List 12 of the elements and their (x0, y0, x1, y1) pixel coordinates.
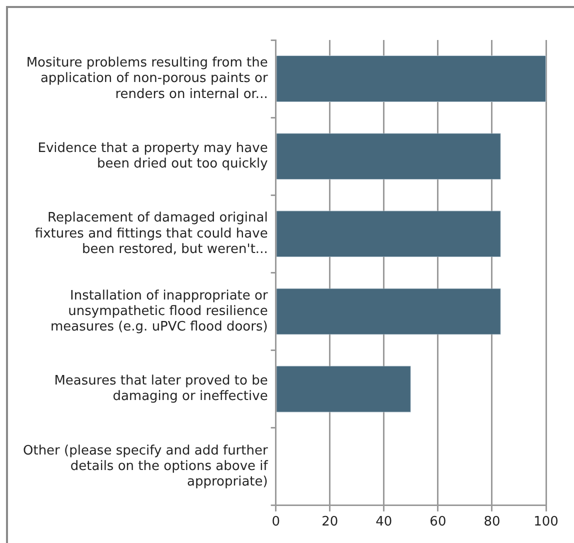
y-tick-label: Evidence that a property may have been dried out too quickly (38, 140, 268, 172)
x-tick-label: 0 (272, 514, 280, 530)
y-tick-label: Mositure problems resulting from the application of non-porous paints or renders on internal or... (26, 56, 268, 102)
x-tick-label: 60 (430, 514, 446, 530)
y-tick-label: Replacement of damaged original fixtures and fittings that could have been restored, but weren't... (34, 210, 268, 257)
x-tick-label: 100 (534, 514, 558, 530)
y-tick-label: Installation of inappropriate or unsympathetic flood resilience measures (e.g. uPVC flood doors) (50, 288, 268, 334)
x-tick-label: 40 (376, 514, 392, 530)
y-tick-label: Measures that later proved to be damaging or ineffective (54, 374, 268, 404)
x-tick-label: 80 (484, 514, 500, 530)
x-tick-label: 20 (322, 514, 338, 530)
y-tick-label: Other (please specify and add further details on the options above if appropriate) (22, 443, 268, 490)
